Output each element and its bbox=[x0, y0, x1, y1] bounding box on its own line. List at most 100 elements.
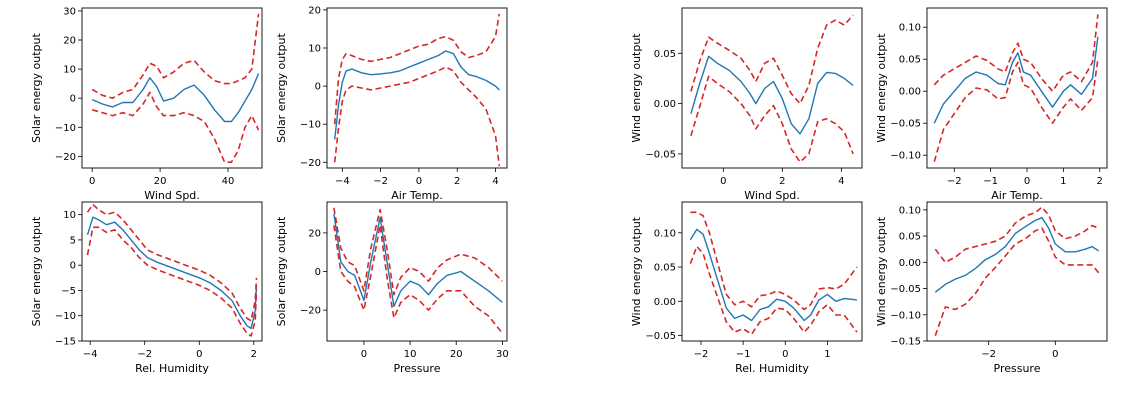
y-tick-label: 20 bbox=[63, 36, 76, 47]
x-tick-label: −2 bbox=[947, 176, 962, 187]
y-tick-label: −0.15 bbox=[890, 337, 921, 348]
y-axis-label: Solar energy output bbox=[30, 32, 43, 142]
y-tick-label: −0.05 bbox=[645, 149, 676, 160]
x-tick-label: −4 bbox=[335, 176, 350, 187]
y-tick-label: 0.00 bbox=[899, 258, 921, 269]
y-tick-label: −15 bbox=[55, 337, 76, 348]
series-lower-band-line bbox=[689, 245, 858, 336]
x-axis-label: Pressure bbox=[394, 362, 441, 375]
axes-frame bbox=[926, 201, 1108, 342]
y-tick-label: 20 bbox=[308, 228, 321, 239]
x-tick-label: 2 bbox=[251, 349, 257, 360]
x-axis-label: Pressure bbox=[994, 362, 1041, 375]
y-axis-label: Wind energy output bbox=[630, 216, 643, 326]
x-tick-label: 40 bbox=[222, 176, 235, 187]
panel-solar-relhumidity: −4 −2 0 2 −15 −10 −5 0 5 10 Rel. Humidity Solar ene… bbox=[30, 201, 263, 375]
x-axis-label: Air Temp. bbox=[991, 189, 1042, 202]
x-tick-label: 30 bbox=[496, 349, 509, 360]
y-tick-label: −20 bbox=[55, 152, 76, 163]
series-lower-band-line bbox=[86, 226, 258, 337]
y-tick-label: 0.00 bbox=[654, 99, 676, 110]
series-mean-line bbox=[690, 55, 854, 135]
y-tick-label: −10 bbox=[300, 120, 321, 131]
x-tick-label: 0 bbox=[1052, 349, 1058, 360]
axes-frame bbox=[326, 201, 508, 342]
axes-frame bbox=[926, 7, 1108, 169]
series-upper-band-line bbox=[86, 203, 258, 322]
x-tick-label: −1 bbox=[983, 176, 998, 187]
y-tick-label: 20 bbox=[308, 5, 321, 16]
axes-frame bbox=[681, 7, 863, 169]
series-upper-band-line bbox=[91, 13, 260, 99]
y-tick-label: 0.00 bbox=[654, 297, 676, 308]
x-tick-label: 4 bbox=[838, 176, 844, 187]
x-tick-label: 0 bbox=[361, 349, 367, 360]
series-mean-line bbox=[689, 228, 857, 322]
series-upper-band-line bbox=[333, 207, 503, 296]
y-tick-label: 0 bbox=[315, 82, 321, 93]
x-tick-label: 0 bbox=[782, 349, 788, 360]
y-tick-label: −0.05 bbox=[645, 331, 676, 342]
y-tick-label: −20 bbox=[300, 158, 321, 169]
y-tick-label: −0.10 bbox=[890, 151, 921, 162]
x-tick-label: −2 bbox=[694, 349, 709, 360]
x-tick-label: 10 bbox=[404, 349, 417, 360]
series-upper-band-line bbox=[690, 14, 854, 105]
series-upper-band-line bbox=[690, 211, 858, 311]
axes-frame bbox=[326, 7, 508, 169]
series-lower-band-line bbox=[333, 66, 501, 167]
series-lower-band-line bbox=[933, 59, 1099, 162]
x-tick-label: 0 bbox=[1024, 176, 1030, 187]
axes-frame bbox=[81, 7, 263, 169]
x-tick-label: 1 bbox=[824, 349, 830, 360]
series-lower-band-line bbox=[333, 224, 504, 334]
series-lower-band-line bbox=[690, 75, 854, 163]
series-mean-line bbox=[334, 50, 500, 140]
y-tick-label: 0 bbox=[315, 267, 321, 278]
y-tick-label: 0.05 bbox=[899, 232, 921, 243]
series-mean-line bbox=[934, 216, 1100, 293]
panel-solar-windspd: 0 20 40 −20 −10 0 10 20 30 Wind Spd. Solar energy … bbox=[30, 6, 263, 202]
x-tick-label: 2 bbox=[779, 176, 785, 187]
x-tick-label: 20 bbox=[154, 176, 167, 187]
y-axis-label: Solar energy output bbox=[30, 216, 43, 326]
y-tick-label: 0.05 bbox=[899, 55, 921, 66]
y-tick-label: 5 bbox=[70, 235, 76, 246]
x-tick-label: 4 bbox=[492, 176, 498, 187]
x-tick-label: 1 bbox=[1060, 176, 1066, 187]
y-axis-label: Solar energy output bbox=[275, 32, 288, 142]
series-mean-line bbox=[86, 216, 258, 330]
x-tick-label: −2 bbox=[981, 349, 996, 360]
y-axis-label: Solar energy output bbox=[275, 216, 288, 326]
y-tick-label: 10 bbox=[308, 44, 321, 55]
series-upper-band-line bbox=[933, 14, 1099, 92]
series-mean-line bbox=[333, 213, 503, 307]
x-tick-label: 2 bbox=[1097, 176, 1103, 187]
series-upper-band-line bbox=[934, 206, 1099, 264]
series-lower-band-line bbox=[91, 91, 260, 163]
panel-wind-relhumidity: −2 −1 0 1 −0.05 0.00 0.05 0.10 Rel. Humidity Wind… bbox=[630, 201, 863, 375]
y-tick-label: −10 bbox=[55, 311, 76, 322]
x-axis-label: Air Temp. bbox=[391, 189, 442, 202]
x-tick-label: 20 bbox=[450, 349, 463, 360]
y-tick-label: 0.10 bbox=[899, 205, 921, 216]
y-tick-label: 0.00 bbox=[899, 87, 921, 98]
x-axis-label: Rel. Humidity bbox=[735, 362, 809, 375]
y-tick-label: 0 bbox=[70, 261, 76, 272]
y-tick-label: −10 bbox=[55, 123, 76, 134]
y-tick-label: −20 bbox=[300, 306, 321, 317]
panel-wind-windspd: 0 2 4 −0.05 0.00 0.05 Wind Spd. Wind energy out… bbox=[630, 7, 863, 202]
x-tick-label: 0 bbox=[416, 176, 422, 187]
axes-frame bbox=[681, 201, 863, 342]
x-tick-label: 0 bbox=[720, 176, 726, 187]
y-tick-label: 0.05 bbox=[654, 263, 676, 274]
axes-frame bbox=[81, 201, 263, 342]
y-tick-label: 30 bbox=[63, 6, 76, 17]
x-tick-label: −4 bbox=[83, 349, 98, 360]
x-tick-label: −1 bbox=[736, 349, 751, 360]
y-tick-label: 0.10 bbox=[899, 23, 921, 34]
series-upper-band-line bbox=[333, 13, 501, 125]
y-tick-label: −0.10 bbox=[890, 310, 921, 321]
y-axis-label: Wind energy output bbox=[630, 33, 643, 143]
